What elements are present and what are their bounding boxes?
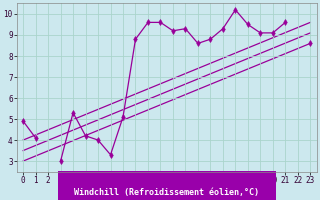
X-axis label: Windchill (Refroidissement éolien,°C): Windchill (Refroidissement éolien,°C) xyxy=(74,188,259,197)
